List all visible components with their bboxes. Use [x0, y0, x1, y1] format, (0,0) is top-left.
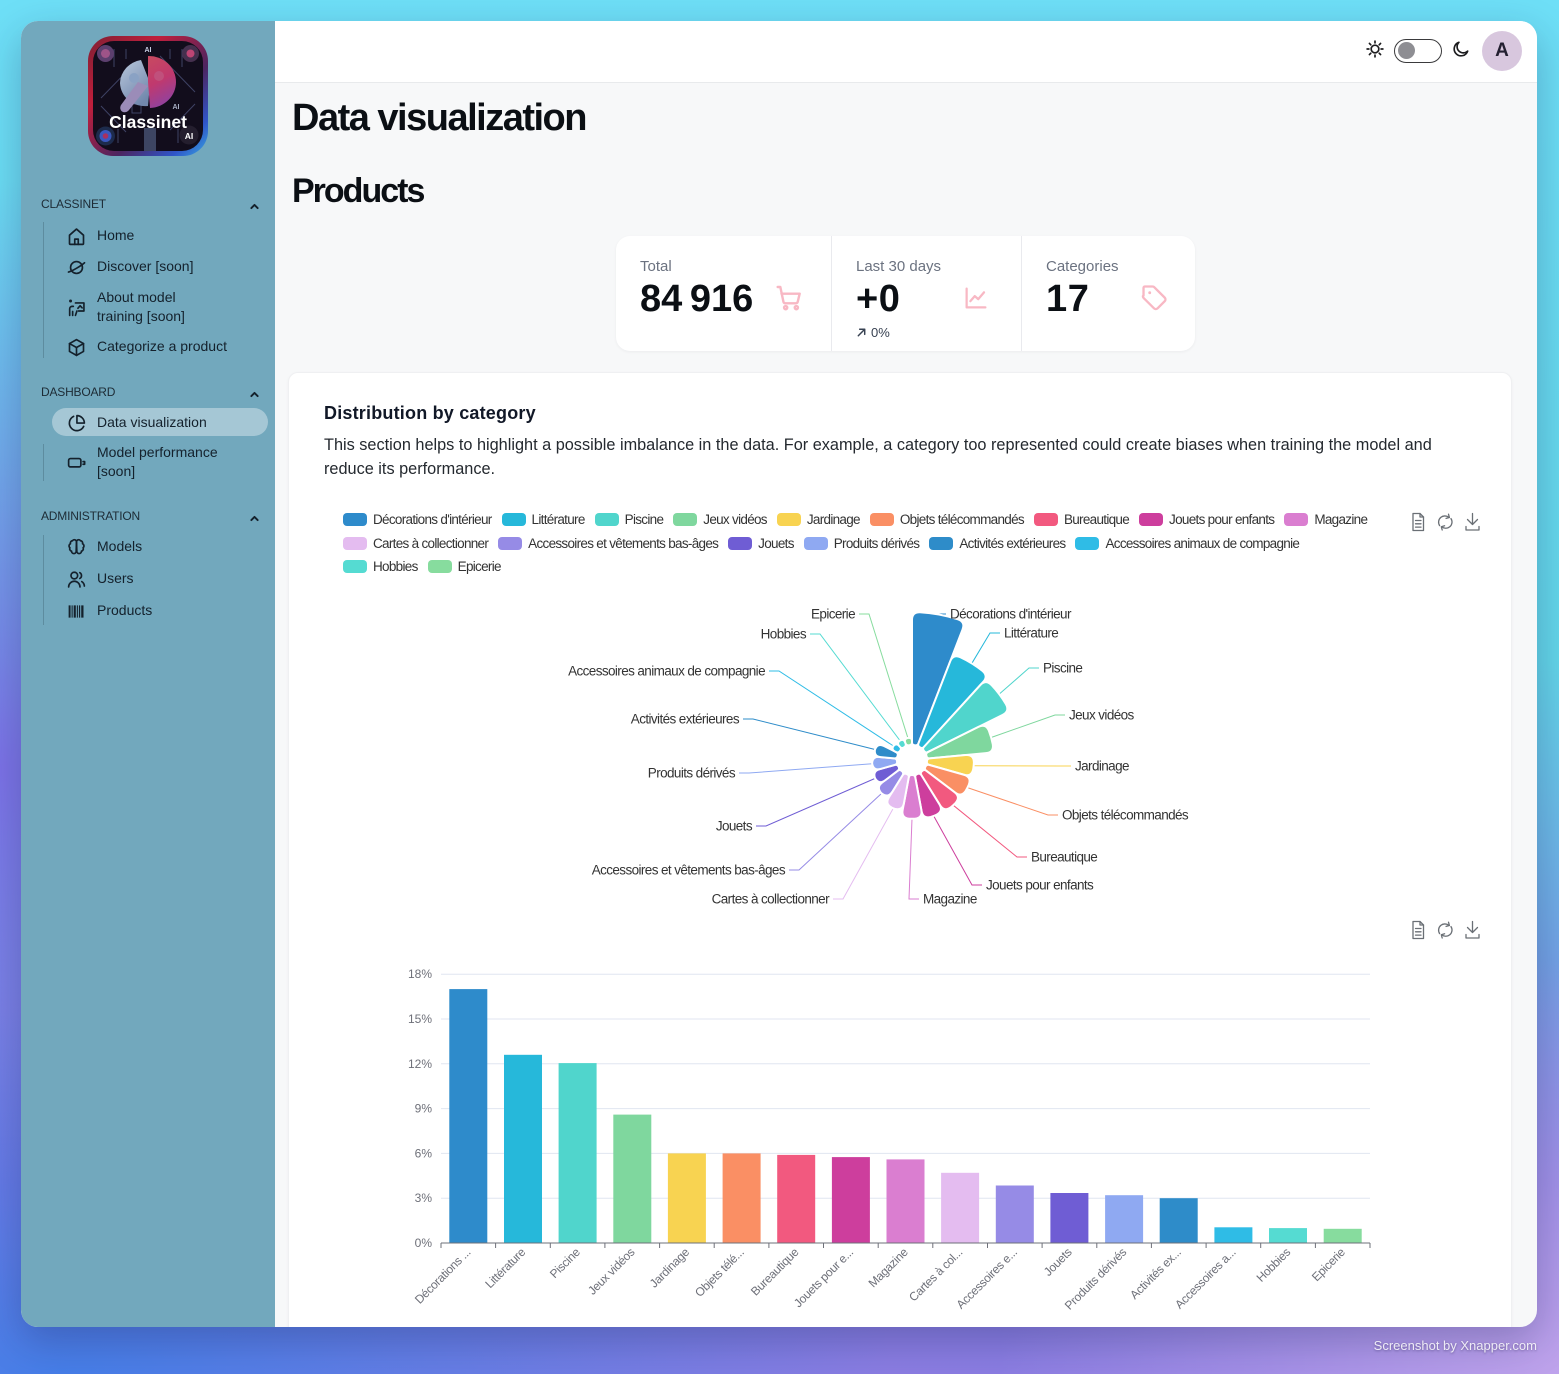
svg-text:Objets télécommandés: Objets télécommandés [1062, 808, 1189, 823]
svg-text:Epicerie: Epicerie [811, 607, 855, 622]
svg-text:15%: 15% [408, 1012, 432, 1026]
svg-text:Activités extérieures: Activités extérieures [631, 712, 740, 727]
svg-text:Piscine: Piscine [1043, 661, 1082, 676]
svg-text:Jardinage: Jardinage [1075, 759, 1129, 774]
svg-text:Objets télé...: Objets télé... [692, 1245, 747, 1300]
svg-text:18%: 18% [408, 967, 432, 981]
svg-text:Activités ex...: Activités ex... [1127, 1245, 1184, 1302]
svg-text:Hobbies: Hobbies [1254, 1245, 1294, 1285]
svg-text:12%: 12% [408, 1057, 432, 1071]
svg-text:Magazine: Magazine [923, 892, 977, 907]
svg-text:AI: AI [145, 47, 152, 54]
svg-text:Produits dérivés: Produits dérivés [648, 766, 736, 781]
svg-text:Décorations ...: Décorations ... [412, 1245, 473, 1306]
svg-text:Classinet: Classinet [109, 112, 187, 132]
svg-text:Piscine: Piscine [547, 1245, 583, 1281]
svg-text:Accessoires et vêtements bas-â: Accessoires et vêtements bas-âges [592, 863, 786, 878]
svg-text:0%: 0% [415, 1236, 433, 1250]
svg-text:Cartes à col...: Cartes à col... [906, 1245, 965, 1304]
svg-text:Cartes à collectionner: Cartes à collectionner [712, 892, 830, 907]
svg-text:Accessoires animaux de compagn: Accessoires animaux de compagnie [568, 664, 765, 679]
svg-text:Jouets: Jouets [716, 819, 753, 834]
svg-text:Jouets pour enfants: Jouets pour enfants [986, 878, 1094, 893]
svg-text:Littérature: Littérature [1004, 626, 1058, 641]
svg-text:Jeux vidéos: Jeux vidéos [585, 1245, 638, 1298]
svg-text:9%: 9% [415, 1102, 433, 1116]
svg-text:Jouets: Jouets [1041, 1245, 1075, 1279]
svg-text:3%: 3% [415, 1191, 433, 1205]
svg-text:Jeux vidéos: Jeux vidéos [1069, 708, 1135, 723]
svg-text:AI: AI [173, 104, 180, 111]
svg-text:Jardinage: Jardinage [647, 1245, 693, 1291]
svg-text:Littérature: Littérature [482, 1245, 528, 1291]
svg-text:Magazine: Magazine [866, 1245, 911, 1290]
svg-text:6%: 6% [415, 1146, 433, 1160]
svg-text:Décorations d'intérieur: Décorations d'intérieur [950, 607, 1072, 622]
svg-text:Hobbies: Hobbies [761, 627, 807, 642]
svg-text:Epicerie: Epicerie [1309, 1245, 1348, 1284]
svg-text:Bureautique: Bureautique [1031, 850, 1097, 865]
svg-text:Bureautique: Bureautique [748, 1245, 802, 1299]
svg-text:AI: AI [185, 131, 194, 141]
